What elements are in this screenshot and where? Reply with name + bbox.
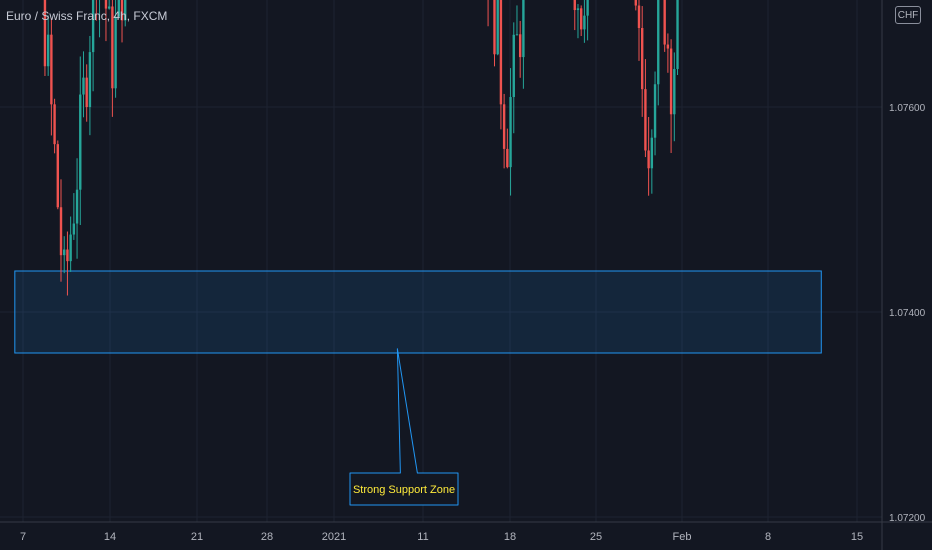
x-tick-label: 11 (417, 531, 428, 543)
candle-body (91, 0, 95, 53)
candle-body (502, 104, 506, 149)
x-tick-label: 21 (191, 531, 203, 543)
candle-body (88, 52, 92, 108)
x-tick-label: 8 (765, 531, 771, 543)
candle-body (573, 0, 576, 11)
x-tick-label: 14 (104, 531, 116, 543)
candle-body (56, 144, 59, 208)
candle-body (576, 8, 580, 11)
candle-body (653, 84, 657, 138)
drawings-layer: Strong Support Zone (349, 348, 459, 506)
candle-body (499, 0, 503, 105)
candle-body (641, 28, 644, 90)
x-tick-label: 28 (261, 531, 273, 543)
candle-body (579, 8, 583, 30)
candle-body (120, 0, 124, 21)
currency-tag[interactable]: CHF (895, 6, 921, 24)
candle-body (586, 0, 589, 16)
x-tick-label: 25 (590, 531, 602, 543)
candle-body (647, 150, 650, 169)
candle-body (518, 34, 522, 58)
candle-body (663, 0, 666, 45)
candle-body (69, 234, 72, 262)
candle-body (522, 0, 525, 58)
support-zone (14, 270, 822, 354)
candle-body (515, 34, 519, 36)
candle-body (676, 0, 679, 69)
candle-body (72, 223, 76, 235)
candle-body (666, 44, 670, 49)
y-tick-label: 1.07600 (889, 103, 926, 114)
x-tick-label: 18 (504, 531, 516, 543)
x-tick-label: 2021 (322, 531, 346, 543)
candle-body (82, 77, 85, 95)
candle-body (496, 0, 499, 55)
candle-body (66, 249, 69, 262)
candle-body (43, 0, 47, 67)
candle-body (107, 6, 111, 9)
candle-body (493, 0, 496, 55)
candle-body (669, 48, 673, 115)
candle-body (114, 16, 117, 89)
candle-body (63, 249, 66, 256)
callout-box (349, 348, 459, 506)
candle-body (509, 97, 512, 168)
candle-body (634, 0, 637, 6)
candle-body (117, 0, 121, 17)
candle-body (650, 137, 654, 169)
chart-grid (0, 0, 882, 522)
candle-body (46, 34, 50, 67)
candle-body (59, 207, 63, 256)
x-tick-label: Feb (673, 531, 692, 543)
candle-body (637, 5, 641, 29)
x-tick-label: 7 (20, 531, 26, 543)
x-tick-label: 15 (851, 531, 863, 543)
candle-body (512, 34, 515, 98)
candle-body (506, 148, 509, 168)
y-tick-label: 1.07400 (889, 308, 926, 319)
candle-body (53, 104, 56, 145)
zones-layer (14, 270, 822, 354)
candle-body (111, 6, 114, 89)
candle-body (644, 89, 647, 151)
candle-body (104, 0, 108, 9)
candle-body (124, 0, 127, 21)
candle-body (657, 0, 660, 85)
candle-body (583, 15, 586, 30)
candle-body (75, 189, 79, 224)
candle-body (673, 68, 676, 115)
candle-body (50, 34, 53, 105)
candle-body (79, 94, 82, 190)
candle-body (85, 77, 88, 108)
symbol-title: Euro / Swiss Franc, 4h, FXCM (6, 9, 168, 23)
callout-label: Strong Support Zone (353, 484, 455, 496)
candles-layer (43, 0, 679, 296)
y-tick-label: 1.07200 (889, 513, 926, 524)
